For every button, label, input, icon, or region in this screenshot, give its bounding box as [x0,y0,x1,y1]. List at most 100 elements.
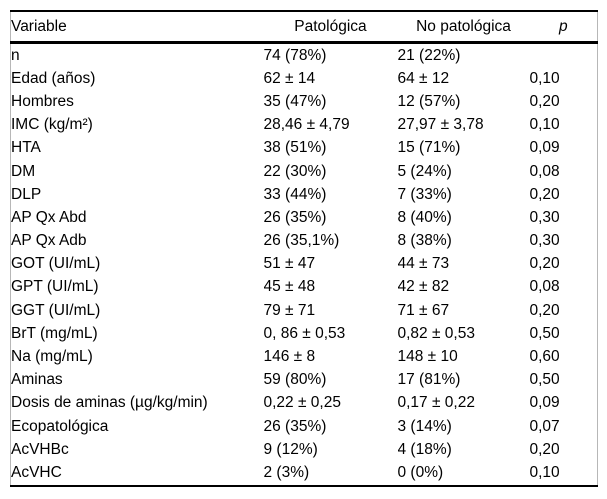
cell-p-value: 0,30 [529,232,560,250]
cell-patologica: 0, 86 ± 0,53 [263,324,346,342]
cell-p-value: 0,10 [529,69,560,87]
table-row: DM 22 (30%) 5 (24%) 0,08 [11,160,598,183]
cell-no-patologica: 148 ± 10 [397,348,458,366]
cell-patologica: 2 (3%) [263,463,310,481]
table-container: Variable Patológica No patológica p n 74… [10,10,598,487]
cell-p-value: 0,20 [529,185,560,203]
cell-p-value: 0,20 [529,440,560,458]
cell-no-patologica: 8 (40%) [397,208,452,226]
cell-p-value: 0,07 [529,417,560,435]
cell-variable: Aminas [11,371,63,389]
cell-no-patologica: 27,97 ± 3,78 [397,116,484,134]
cell-p-value: 0,10 [529,116,560,134]
cell-no-patologica: 17 (81%) [397,371,461,389]
cell-patologica: 9 (12%) [263,440,318,458]
cell-variable: n [11,46,20,64]
cell-p-value: 0,20 [529,255,560,273]
table-row: Dosis de aminas (µg/kg/min) 0,22 ± 0,25 … [11,392,598,415]
cell-variable: GGT (UI/mL) [11,301,101,319]
cell-patologica: 51 ± 47 [263,255,316,273]
cell-variable: GOT (UI/mL) [11,255,101,273]
cell-variable: GPT (UI/mL) [11,278,99,296]
cell-variable: AP Qx Adb [11,232,87,250]
cell-no-patologica: 3 (14%) [397,417,452,435]
cell-variable: IMC (kg/m²) [11,116,93,134]
header-variable: Variable [10,11,264,44]
table-row: HTA 38 (51%) 15 (71%) 0,09 [11,137,598,160]
table-row: AcVHBc 9 (12%) 4 (18%) 0,20 [11,438,598,461]
table-row: AcVHC 2 (3%) 0 (0%) 0,10 [11,461,598,485]
cell-variable: AP Qx Abd [11,208,87,226]
cell-p-value: 0,30 [529,208,560,226]
cell-patologica: 26 (35,1%) [263,232,340,250]
table-row: Aminas 59 (80%) 17 (81%) 0,50 [11,369,598,392]
cell-p-value: 0,08 [529,162,560,180]
table-row: Ecopatológica 26 (35%) 3 (14%) 0,07 [11,415,598,438]
cell-variable: BrT (mg/mL) [11,324,98,342]
table-row: GGT (UI/mL) 79 ± 71 71 ± 67 0,20 [11,299,598,322]
header-p-value: p [529,11,598,44]
cell-p-value: 0,60 [529,348,560,366]
header-row: Variable Patológica No patológica p [10,11,598,44]
cell-patologica: 35 (47%) [263,92,327,110]
cell-patologica: 146 ± 8 [263,348,316,366]
cell-no-patologica: 7 (33%) [397,185,452,203]
cell-no-patologica: 64 ± 12 [397,69,450,87]
comparison-table: Variable Patológica No patológica p n 74… [10,10,598,487]
cell-variable: Ecopatológica [11,417,109,435]
cell-no-patologica: 4 (18%) [397,440,452,458]
cell-no-patologica: 5 (24%) [397,162,452,180]
cell-variable: HTA [11,139,41,157]
table-row: Edad (años) 62 ± 14 64 ± 12 0,10 [11,67,598,90]
cell-p-value: 0,50 [529,324,560,342]
cell-no-patologica: 44 ± 73 [397,255,450,273]
cell-no-patologica: 0,82 ± 0,53 [397,324,475,342]
cell-no-patologica: 15 (71%) [397,139,461,157]
cell-no-patologica: 42 ± 82 [397,278,450,296]
cell-variable: DM [11,162,36,180]
cell-p-value: 0,09 [529,139,560,157]
table-row: AP Qx Adb 26 (35,1%) 8 (38%) 0,30 [11,230,598,253]
table-body: n 74 (78%) 21 (22%) Edad (años) 62 ± 14 … [11,43,598,486]
table-row: IMC (kg/m²) 28,46 ± 4,79 27,97 ± 3,78 0,… [11,114,598,137]
header-patologica: Patológica [263,11,398,44]
cell-variable: DLP [11,185,42,203]
cell-p-value: 0,20 [529,92,560,110]
cell-variable: AcVHC [11,463,62,481]
cell-p-value: 0,09 [529,394,560,412]
cell-p-value: 0,20 [529,301,560,319]
cell-patologica: 22 (30%) [263,162,327,180]
table-row: Na (mg/mL) 146 ± 8 148 ± 10 0,60 [11,345,598,368]
cell-patologica: 45 ± 48 [263,278,316,296]
cell-p-value: 0,10 [529,463,560,481]
cell-patologica: 0,22 ± 0,25 [263,394,341,412]
cell-variable: AcVHBc [11,440,69,458]
cell-patologica: 26 (35%) [263,208,327,226]
table-row: n 74 (78%) 21 (22%) [11,43,598,68]
cell-variable: Edad (años) [11,69,96,87]
table-row: AP Qx Abd 26 (35%) 8 (40%) 0,30 [11,206,598,229]
table-header: Variable Patológica No patológica p [10,11,598,44]
table-row: DLP 33 (44%) 7 (33%) 0,20 [11,183,598,206]
cell-no-patologica: 71 ± 67 [397,301,450,319]
cell-variable: Na (mg/mL) [11,348,93,366]
cell-p-value: 0,50 [529,371,560,389]
cell-p-value [530,43,598,68]
cell-p-value: 0,08 [529,278,560,296]
table-row: GOT (UI/mL) 51 ± 47 44 ± 73 0,20 [11,253,598,276]
cell-no-patologica: 0 (0%) [397,463,444,481]
cell-no-patologica: 21 (22%) [397,46,461,64]
cell-patologica: 62 ± 14 [263,69,316,87]
cell-patologica: 28,46 ± 4,79 [263,116,350,134]
cell-patologica: 74 (78%) [263,46,327,64]
table-row: BrT (mg/mL) 0, 86 ± 0,53 0,82 ± 0,53 0,5… [11,322,598,345]
cell-patologica: 59 (80%) [263,371,327,389]
cell-patologica: 79 ± 71 [263,301,316,319]
cell-patologica: 38 (51%) [263,139,327,157]
cell-patologica: 33 (44%) [263,185,327,203]
cell-variable: Dosis de aminas (µg/kg/min) [11,394,208,412]
header-no-patologica: No patológica [397,11,530,44]
cell-no-patologica: 12 (57%) [397,92,461,110]
cell-variable: Hombres [11,92,74,110]
